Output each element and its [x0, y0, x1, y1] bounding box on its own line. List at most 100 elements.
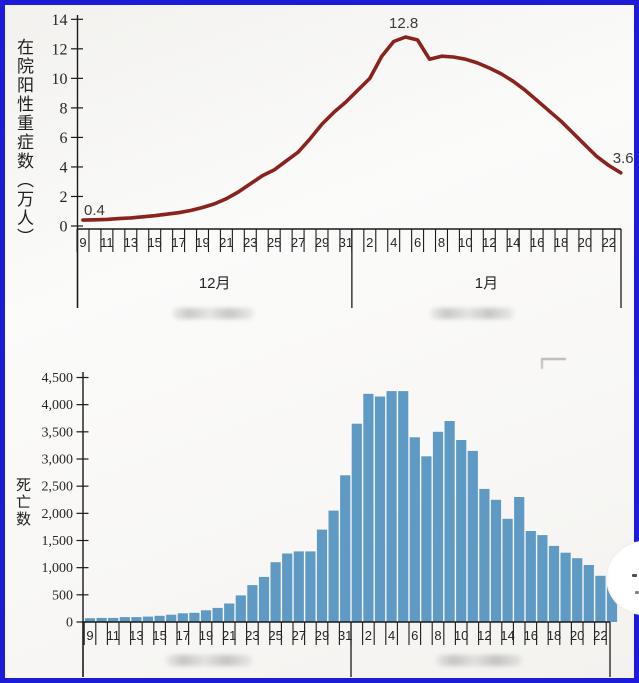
blurred-watermark-smudge — [166, 655, 252, 666]
x-tick-label: 15 — [152, 628, 166, 643]
x-tick-label: 13 — [124, 235, 138, 250]
bar — [572, 558, 583, 622]
bar — [386, 391, 397, 622]
x-tick-label: 10 — [458, 235, 472, 250]
bar — [270, 562, 281, 622]
bar — [490, 499, 502, 623]
bar — [166, 614, 177, 622]
x-tick-label: 8 — [434, 628, 441, 643]
x-tick-label: 8 — [438, 235, 445, 250]
x-tick-label: 2 — [366, 235, 373, 250]
x-tick-label: 27 — [291, 235, 305, 250]
month-group-label: 12月 — [199, 275, 231, 292]
bar — [305, 551, 316, 622]
y-tick-label: 0 — [60, 219, 68, 236]
x-tick-label: 17 — [171, 235, 185, 250]
x-tick-label: 16 — [530, 235, 544, 250]
x-tick-label: 17 — [176, 628, 190, 643]
watermark-speck — [635, 591, 639, 594]
x-tick-label: 23 — [245, 628, 259, 643]
bar — [142, 616, 154, 622]
y-tick-label: 8 — [60, 100, 68, 117]
x-tick-label: 14 — [500, 628, 514, 643]
bar — [293, 551, 304, 622]
bar — [514, 497, 525, 622]
x-tick-label: 20 — [570, 628, 584, 643]
bar — [537, 535, 548, 622]
x-tick-label: 12 — [477, 628, 491, 643]
bar — [467, 450, 478, 623]
bar — [560, 552, 571, 622]
x-tick-label: 15 — [147, 235, 161, 250]
bar — [456, 440, 467, 622]
bar — [583, 565, 594, 622]
x-tick-label: 11 — [100, 235, 114, 250]
y-tick-label: 2,000 — [42, 507, 74, 522]
y-tick-label: 10 — [52, 71, 68, 88]
bar — [316, 529, 328, 622]
bar — [84, 618, 96, 622]
bar — [374, 396, 386, 622]
y-tick-label: 6 — [60, 130, 68, 147]
x-tick-label: 4 — [388, 628, 395, 643]
bar — [351, 423, 362, 622]
x-tick-label: 29 — [315, 628, 329, 643]
bar — [200, 610, 212, 622]
x-tick-label: 25 — [268, 628, 282, 643]
bar — [119, 617, 130, 622]
x-tick-label: 6 — [414, 235, 421, 250]
deaths-bar-chart: 0 500 1,000 1,500 2,000 2,500 3,000 3,500 4,000 4… — [42, 371, 618, 677]
bar-chart-y-axis-title: 死亡数 — [14, 477, 30, 528]
x-tick-label: 27 — [292, 628, 306, 643]
bar — [258, 576, 270, 622]
y-tick-label: 1,000 — [42, 561, 74, 576]
bar — [340, 475, 351, 622]
watermark-speck — [632, 574, 637, 577]
y-tick-label: 4,500 — [42, 371, 74, 386]
x-tick-label: 9 — [86, 628, 93, 643]
bar — [502, 518, 513, 622]
bar — [108, 617, 119, 622]
y-tick-label: 2,500 — [42, 480, 74, 495]
x-tick-label: 6 — [411, 628, 418, 643]
blurred-watermark-smudge — [172, 308, 254, 319]
bar — [328, 510, 339, 622]
x-tick-label: 31 — [339, 235, 353, 250]
x-tick-label: 31 — [338, 628, 352, 643]
y-tick-label: 0 — [66, 616, 73, 631]
bar — [247, 585, 258, 622]
y-tick-label: 4,000 — [42, 398, 74, 413]
x-tick-label: 23 — [243, 235, 257, 250]
bar — [548, 545, 560, 622]
x-tick-label: 16 — [524, 628, 538, 643]
x-tick-label: 21 — [222, 628, 236, 643]
severe-cases-data-line — [81, 35, 623, 222]
x-tick-label: 19 — [199, 628, 213, 643]
bar — [224, 603, 235, 622]
bar — [444, 421, 455, 622]
bar — [398, 391, 409, 622]
y-tick-label: 4 — [60, 159, 68, 176]
blurred-watermark-smudge — [430, 308, 514, 319]
bar — [432, 431, 444, 622]
x-axis-day-labels: 9 11 13 15 17 19 21 23 25 27 29 31 2 4 6 8 10 12 14 16 18 20 2… — [86, 628, 607, 643]
line-chart-y-axis-title: 在院阳性重症数（万人） — [14, 38, 33, 247]
y-tick-label: 2 — [60, 189, 68, 206]
x-axis-day-ticks — [83, 622, 607, 645]
y-tick-label: 3,500 — [42, 425, 74, 440]
bar — [595, 575, 606, 622]
y-tick-label: 12 — [52, 41, 68, 58]
x-tick-label: 9 — [79, 235, 86, 250]
x-tick-label: 13 — [129, 628, 143, 643]
y-tick-label: 500 — [52, 588, 73, 603]
bar — [96, 617, 107, 622]
x-tick-label: 2 — [365, 628, 372, 643]
x-tick-label: 22 — [602, 235, 616, 250]
x-tick-label: 18 — [554, 235, 568, 250]
x-tick-label: 12 — [482, 235, 496, 250]
bar — [363, 393, 374, 622]
x-tick-label: 19 — [195, 235, 209, 250]
y-tick-label: 14 — [52, 12, 68, 29]
